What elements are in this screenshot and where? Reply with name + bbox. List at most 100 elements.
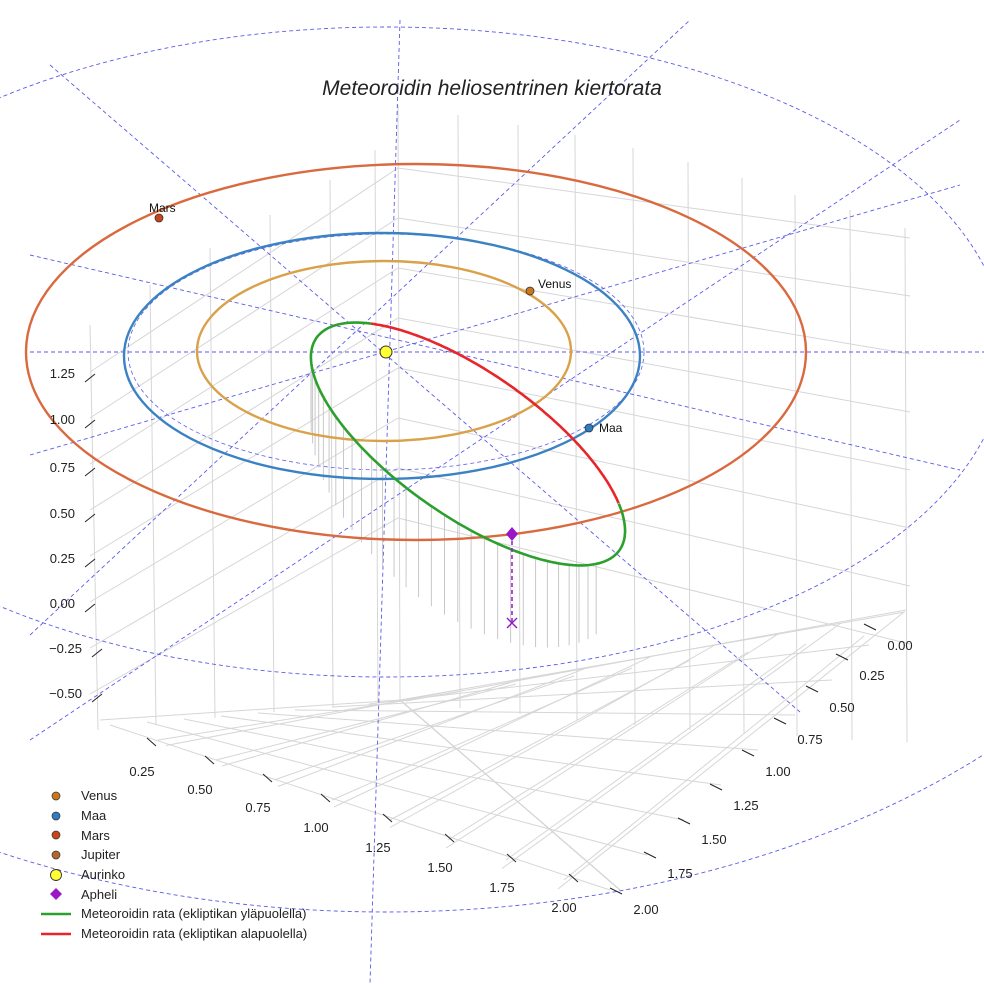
z-tick-mark	[84, 373, 96, 383]
grid-line	[505, 643, 807, 861]
legend-item: Meteoroidin rata (ekliptikan yläpuolella…	[38, 904, 358, 924]
reference-line	[29, 254, 961, 471]
grid-line	[563, 635, 865, 881]
grid-line	[89, 324, 99, 731]
y-tick-label: 0.00	[887, 638, 912, 653]
legend-diamond	[50, 888, 62, 901]
grid-line	[374, 149, 379, 704]
grid-line	[99, 699, 401, 721]
orbit-below-ecliptic	[370, 322, 620, 504]
legend-dot	[51, 830, 61, 840]
grid-line	[397, 217, 911, 297]
legend-label: Meteoroidin rata (ekliptikan alapuolella…	[81, 926, 308, 942]
grid-line	[331, 679, 833, 708]
legend-symbol	[38, 907, 74, 921]
x-tick-label: 1.50	[427, 860, 452, 875]
legend-symbol	[38, 868, 74, 882]
planet-orbits	[24, 162, 808, 542]
y-tick-mark	[863, 623, 877, 631]
grid-line	[397, 267, 911, 355]
legend-label: Meteoroidin rata (ekliptikan yläpuolella…	[81, 906, 307, 922]
axis-grid	[89, 104, 911, 891]
y-tick-mark	[709, 783, 723, 791]
orbit-venus	[195, 259, 573, 443]
chart-title: Meteoroidin heliosentrinen kiertorata	[322, 77, 662, 100]
x-tick-label: 1.00	[303, 820, 328, 835]
grid-line	[445, 633, 779, 849]
z-tick-label: 1.00	[50, 412, 75, 427]
legend-item: Maa	[38, 806, 358, 826]
grid-line	[397, 104, 401, 701]
legend-symbol	[38, 887, 74, 901]
orbit-mars	[24, 162, 808, 542]
grid-line	[405, 609, 907, 702]
grid-line	[397, 467, 911, 587]
grid-line	[277, 666, 590, 787]
grid-line	[215, 683, 517, 761]
z-tick-mark	[84, 513, 96, 523]
legend-label: Venus	[81, 788, 118, 804]
orbit-above-ecliptic	[309, 321, 627, 567]
y-tick-label: 0.25	[859, 668, 884, 683]
grid-line	[397, 367, 911, 471]
x-tick-label: 0.25	[129, 764, 154, 779]
y-tick-mark	[643, 851, 657, 859]
legend-symbol	[38, 848, 74, 862]
grid-line	[109, 724, 611, 891]
y-tick-mark	[741, 749, 755, 757]
x-tick-label: 2.00	[551, 900, 576, 915]
grid-line	[183, 718, 685, 821]
y-tick-label: 0.75	[797, 732, 822, 747]
y-tick-label: 1.00	[765, 764, 790, 779]
grid-line	[794, 194, 798, 737]
x-tick-mark	[204, 755, 215, 765]
grid-line	[146, 721, 648, 856]
x-tick-mark	[262, 773, 273, 783]
planet-label-venus: Venus	[538, 277, 571, 291]
grid-line	[89, 417, 399, 603]
grid-line	[389, 644, 716, 828]
z-tick-label: 0.75	[50, 460, 75, 475]
z-tick-label: −0.25	[49, 641, 82, 656]
planet-venus	[525, 286, 535, 296]
grid-line	[904, 227, 908, 743]
reference-line	[29, 19, 691, 636]
x-tick-mark	[320, 793, 331, 803]
y-tick-label: 1.75	[667, 866, 692, 881]
z-tick-label: 0.25	[50, 551, 75, 566]
grid-line	[149, 284, 157, 726]
legend-symbol	[38, 828, 74, 842]
legend-dot	[51, 850, 61, 860]
legend-item: Aurinko	[38, 865, 358, 885]
legend-item: Apheli	[38, 884, 358, 904]
legend-sun	[50, 868, 62, 881]
z-tick-mark	[84, 467, 96, 477]
grid-line	[397, 417, 911, 529]
legend-symbol	[38, 789, 74, 803]
z-tick-label: −0.50	[49, 686, 82, 701]
grid-line	[632, 147, 636, 726]
orbit-maa	[122, 231, 642, 481]
grid-line	[89, 167, 399, 373]
aphelion-marker	[506, 527, 518, 541]
grid-line	[89, 517, 399, 695]
x-tick-label: 0.50	[187, 782, 212, 797]
grid-line	[89, 217, 399, 419]
y-tick-mark	[609, 887, 623, 895]
z-tick-label: 0.50	[50, 506, 75, 521]
z-tick-mark	[91, 648, 103, 658]
legend-label: Jupiter	[81, 847, 121, 863]
grid-line	[397, 517, 911, 645]
grid-line	[574, 134, 578, 721]
grid-line	[329, 179, 334, 708]
legend-label: Mars	[81, 827, 110, 843]
legend-item: Jupiter	[38, 845, 358, 865]
sun-marker	[379, 345, 393, 359]
z-tick-mark	[91, 693, 103, 703]
y-tick-label: 1.50	[701, 832, 726, 847]
grid-line	[849, 209, 853, 741]
y-tick-mark	[805, 685, 819, 693]
grid-line	[89, 467, 399, 649]
z-tick-label: 1.25	[50, 366, 75, 381]
